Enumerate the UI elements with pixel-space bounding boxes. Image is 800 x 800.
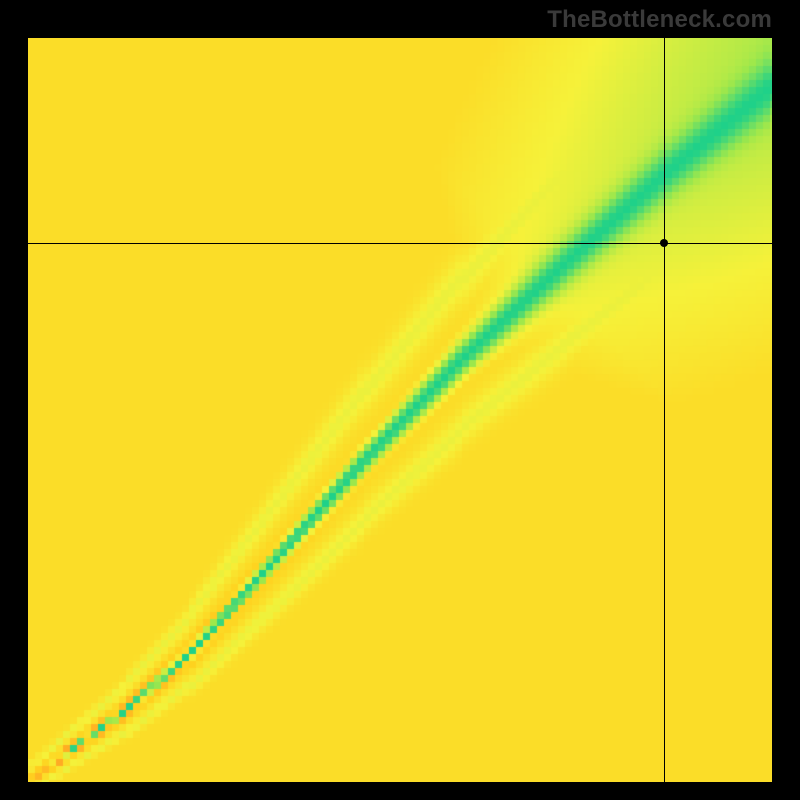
- frame: TheBottleneck.com: [0, 0, 800, 800]
- watermark-text: TheBottleneck.com: [547, 6, 772, 34]
- heatmap-plot: [28, 38, 772, 782]
- heatmap-canvas: [28, 38, 772, 782]
- crosshair-marker: [660, 239, 668, 247]
- crosshair-vertical: [664, 38, 665, 782]
